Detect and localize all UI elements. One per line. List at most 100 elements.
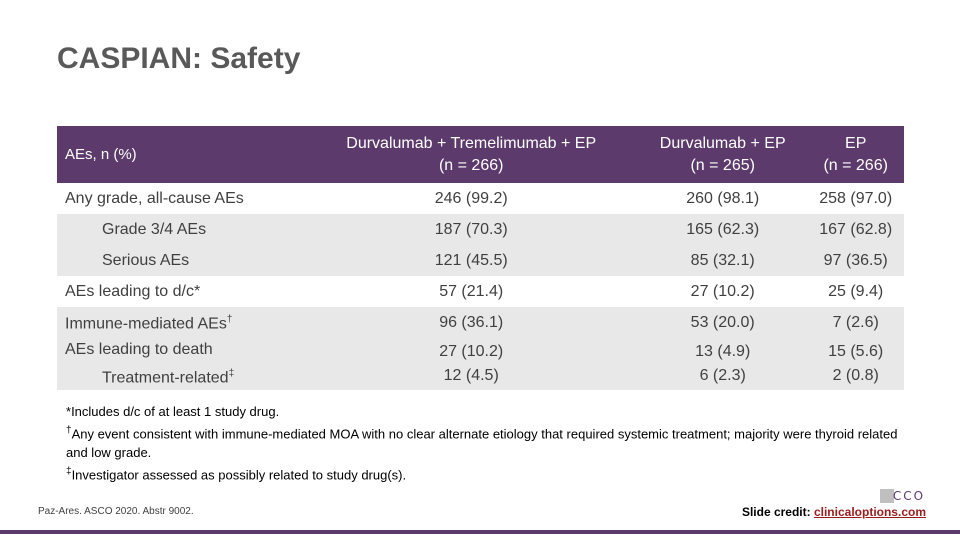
value-cell: 258 (97.0) bbox=[807, 183, 904, 214]
label-sup: † bbox=[226, 314, 233, 326]
cell-text: 27 (10.2) bbox=[690, 282, 755, 300]
cell-text: 25 (9.4) bbox=[828, 282, 884, 300]
header-row: AEs, n (%) Durvalumab + Tremelimumab + EP… bbox=[57, 126, 904, 183]
table-row: Serious AEs 121 (45.5) 85 (32.1) 97 (36.5) bbox=[57, 245, 904, 276]
cell-text: 57 (21.4) bbox=[439, 282, 504, 300]
footnote-mark: * bbox=[66, 404, 72, 419]
value-cell: 27 (10.2) bbox=[638, 276, 807, 307]
label-sup: ‡ bbox=[228, 368, 235, 379]
value-cell: 25 (9.4) bbox=[807, 276, 904, 307]
table-row: Any grade, all-cause AEs 246 (99.2) 260 (9… bbox=[57, 183, 904, 214]
cell-text: 167 (62.8) bbox=[819, 220, 893, 238]
cell-text: 187 (70.3) bbox=[434, 220, 508, 238]
value-cell: 121 (45.5) bbox=[304, 245, 639, 276]
cell-text: 53 (20.0) bbox=[690, 313, 755, 331]
header-text: AEs, n (%) bbox=[65, 145, 137, 163]
value-cell: 57 (21.4) bbox=[304, 276, 638, 307]
cell-text: 258 (97.0) bbox=[819, 189, 893, 207]
value-cell: 7 (2.6) bbox=[807, 307, 904, 338]
table-row: AEs leading to death Treatment-related‡ 27… bbox=[57, 338, 904, 391]
cell-text: 7 (2.6) bbox=[832, 313, 879, 331]
bottom-bar bbox=[0, 530, 960, 534]
footnote-text: Investigator assessed as possibly relate… bbox=[71, 467, 407, 483]
value-cell: 97 (36.5) bbox=[807, 245, 904, 276]
cell-text: 85 (32.1) bbox=[690, 251, 755, 269]
value-cell: 13 (4.9) 6 (2.3) bbox=[638, 338, 808, 391]
value-cell: 246 (99.2) bbox=[304, 183, 638, 214]
label-text: Treatment-related bbox=[102, 369, 229, 387]
cell-text: 13 (4.9) bbox=[695, 343, 751, 361]
value-cell: 167 (62.8) bbox=[807, 214, 904, 245]
header-text: (n = 266) bbox=[438, 156, 504, 174]
header-text: EP bbox=[845, 134, 867, 152]
value-cell: 85 (32.1) bbox=[638, 245, 808, 276]
table-body: Any grade, all-cause AEs 246 (99.2) 260 (9… bbox=[57, 183, 904, 391]
footnote: †Any event consistent with immune-mediat… bbox=[66, 421, 906, 462]
row-label: AEs leading to d/c* bbox=[57, 276, 304, 307]
footnote-mark: † bbox=[66, 425, 72, 436]
label-line: Treatment-related‡ bbox=[65, 362, 304, 390]
label-line: Serious AEs bbox=[102, 249, 304, 273]
cell-text: 2 (0.8) bbox=[832, 367, 879, 385]
logo: CCO bbox=[880, 489, 924, 503]
row-label: Serious AEs bbox=[57, 245, 305, 276]
header-cell: AEs, n (%) bbox=[57, 126, 305, 183]
cell-text: 246 (99.2) bbox=[434, 189, 508, 207]
value-cell: 53 (20.0) bbox=[638, 307, 808, 338]
label-text: Grade 3/4 AEs bbox=[102, 220, 207, 238]
footnote-text: Any event consistent with immune-mediate… bbox=[66, 426, 898, 461]
credit-label: Slide credit: bbox=[741, 505, 811, 519]
footnotes: *Includes d/c of at least 1 study drug. †… bbox=[66, 402, 906, 485]
row-label: Any grade, all-cause AEs bbox=[57, 183, 304, 214]
value-cell: 96 (36.1) bbox=[304, 307, 639, 338]
cell-text: 121 (45.5) bbox=[434, 251, 508, 269]
row-label: Immune-mediated AEs† bbox=[57, 307, 305, 338]
slide-credit: Slide credit: clinicaloptions.com bbox=[742, 505, 926, 519]
cell-text: 15 (5.6) bbox=[828, 343, 884, 361]
header-cell: Durvalumab + Tremelimumab + EP (n = 266) bbox=[304, 126, 639, 183]
logo-text: CCO bbox=[893, 489, 924, 503]
cell-text: 96 (36.1) bbox=[439, 313, 504, 331]
header-text: (n = 266) bbox=[823, 156, 888, 174]
value-cell: 15 (5.6) 2 (0.8) bbox=[807, 338, 904, 391]
label-line: Immune-mediated AEs† bbox=[65, 308, 304, 336]
header-cell: EP (n = 266) bbox=[807, 126, 904, 183]
value-cell: 260 (98.1) bbox=[638, 183, 807, 214]
row-label: Grade 3/4 AEs bbox=[57, 214, 305, 245]
value-cell: 187 (70.3) bbox=[304, 214, 639, 245]
cell-text: 27 (10.2) bbox=[439, 343, 504, 361]
reference: Paz-Ares. ASCO 2020. Abstr 9002. bbox=[38, 506, 194, 517]
label-line: AEs leading to d/c* bbox=[65, 280, 304, 304]
label-text: Immune-mediated AEs bbox=[65, 315, 227, 333]
footnote: *Includes d/c of at least 1 study drug. bbox=[66, 402, 906, 421]
logo-block bbox=[880, 489, 894, 503]
label-line: Grade 3/4 AEs bbox=[102, 218, 304, 242]
table-row: Grade 3/4 AEs 187 (70.3) 165 (62.3) 167 (62… bbox=[57, 214, 904, 245]
row-label: AEs leading to death Treatment-related‡ bbox=[57, 338, 305, 391]
label-text: Serious AEs bbox=[102, 251, 190, 269]
footnote-text: Includes d/c of at least 1 study drug. bbox=[71, 404, 280, 419]
cell-text: 165 (62.3) bbox=[686, 220, 760, 238]
header-cell: Durvalumab + EP (n = 265) bbox=[638, 126, 808, 183]
label-line: Any grade, all-cause AEs bbox=[65, 187, 304, 211]
table-row: Immune-mediated AEs† 96 (36.1) 53 (20.0) 7 … bbox=[57, 307, 904, 338]
table-row: AEs leading to d/c* 57 (21.4) 27 (10.2) 25 … bbox=[57, 276, 904, 307]
label-text: AEs leading to d/c* bbox=[65, 282, 201, 300]
header-text: Durvalumab + EP bbox=[659, 134, 786, 152]
label-text: AEs leading to death bbox=[65, 341, 213, 358]
cell-text: 97 (36.5) bbox=[823, 251, 888, 269]
value-cell: 27 (10.2) 12 (4.5) bbox=[304, 338, 639, 391]
footnote: ‡Investigator assessed as possibly relat… bbox=[66, 462, 906, 484]
credit-link[interactable]: clinicaloptions.com bbox=[813, 505, 926, 519]
cell-text: 260 (98.1) bbox=[686, 189, 760, 207]
slide-title: CASPIAN: Safety bbox=[57, 42, 301, 75]
footnote-mark: ‡ bbox=[66, 466, 72, 478]
cell-text: 6 (2.3) bbox=[699, 367, 746, 385]
label-text: Any grade, all-cause AEs bbox=[65, 189, 244, 207]
header-text: Durvalumab + Tremelimumab + EP bbox=[346, 134, 597, 152]
cell-text: 12 (4.5) bbox=[443, 367, 499, 385]
value-cell: 165 (62.3) bbox=[638, 214, 808, 245]
header-text: (n = 265) bbox=[690, 156, 755, 174]
safety-table: AEs, n (%) Durvalumab + Tremelimumab + EP… bbox=[57, 126, 904, 391]
